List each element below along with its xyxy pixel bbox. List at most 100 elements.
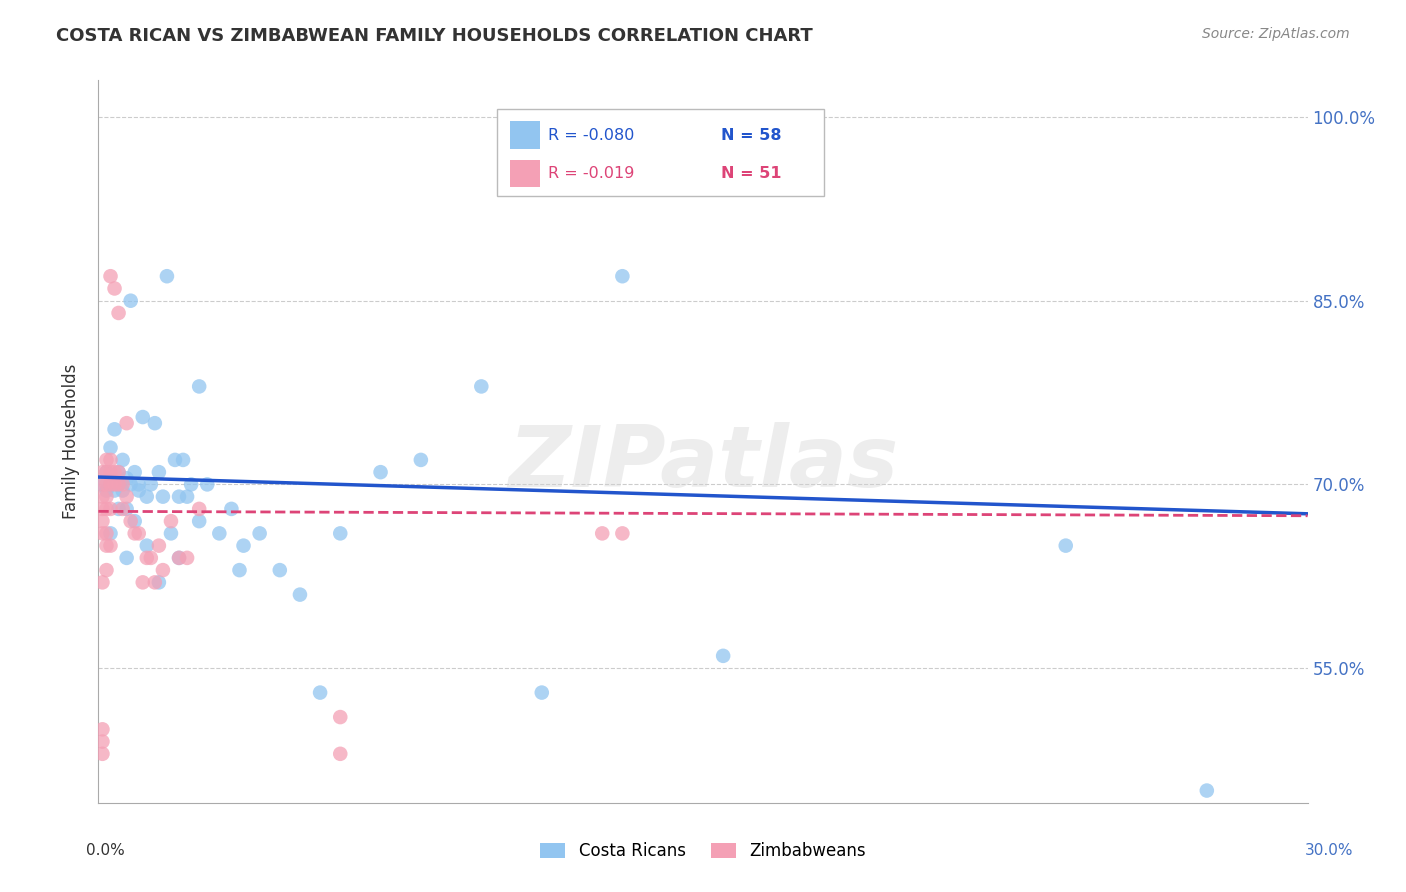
Point [329, 526, 352, 541]
Point [96, 453, 118, 467]
Point [107, 465, 129, 479]
Point [91, 514, 114, 528]
Point [103, 465, 125, 479]
Point [115, 550, 138, 565]
Point [135, 490, 157, 504]
Point [135, 550, 157, 565]
Point [1054, 539, 1077, 553]
Point [124, 514, 146, 528]
Point [103, 483, 125, 498]
Point [100, 477, 122, 491]
Text: 30.0%: 30.0% [1305, 843, 1353, 858]
Point [120, 293, 142, 308]
Legend: Costa Ricans, Zimbabweans: Costa Ricans, Zimbabweans [534, 836, 872, 867]
Text: R = -0.019: R = -0.019 [548, 166, 634, 181]
Point [100, 502, 122, 516]
Point [100, 465, 122, 479]
Point [100, 539, 122, 553]
Point [269, 563, 291, 577]
Text: ZIPatlas: ZIPatlas [508, 422, 898, 505]
Point [107, 477, 129, 491]
Point [148, 539, 170, 553]
Point [180, 477, 202, 491]
Point [176, 550, 198, 565]
Point [91, 723, 114, 737]
Point [132, 575, 155, 590]
Point [128, 526, 150, 541]
Text: N = 58: N = 58 [721, 128, 782, 143]
Text: Source: ZipAtlas.com: Source: ZipAtlas.com [1202, 27, 1350, 41]
Point [711, 648, 734, 663]
Point [370, 465, 392, 479]
Point [208, 526, 231, 541]
Point [143, 416, 166, 430]
Point [160, 514, 183, 528]
Point [91, 502, 114, 516]
Point [96, 490, 118, 504]
Point [107, 306, 129, 320]
Point [167, 550, 190, 565]
Point [103, 422, 125, 436]
Point [91, 526, 114, 541]
Point [167, 490, 190, 504]
Point [91, 490, 114, 504]
Point [128, 477, 150, 491]
Point [176, 490, 198, 504]
Point [148, 575, 170, 590]
Point [188, 514, 211, 528]
Point [111, 453, 134, 467]
Point [96, 465, 118, 479]
Point [152, 490, 174, 504]
Point [221, 502, 243, 516]
FancyBboxPatch shape [509, 160, 540, 187]
Point [530, 685, 553, 699]
Point [91, 575, 114, 590]
Point [100, 477, 122, 491]
Point [107, 465, 129, 479]
Point [124, 465, 146, 479]
Point [100, 453, 122, 467]
Point [288, 588, 311, 602]
Point [329, 747, 352, 761]
Point [135, 539, 157, 553]
Point [188, 502, 211, 516]
Point [156, 269, 179, 284]
FancyBboxPatch shape [498, 109, 824, 196]
Point [228, 563, 250, 577]
Point [163, 453, 186, 467]
Point [111, 477, 134, 491]
Point [612, 269, 634, 284]
Point [96, 502, 118, 516]
Point [100, 269, 122, 284]
Point [96, 526, 118, 541]
Point [96, 539, 118, 553]
Point [124, 526, 146, 541]
Point [96, 477, 118, 491]
Point [115, 416, 138, 430]
Point [103, 281, 125, 295]
Point [591, 526, 613, 541]
Point [612, 526, 634, 541]
Y-axis label: Family Households: Family Households [62, 364, 80, 519]
Point [115, 471, 138, 485]
Point [172, 453, 194, 467]
Point [91, 747, 114, 761]
Point [111, 502, 134, 516]
Point [96, 563, 118, 577]
Point [91, 734, 114, 748]
Point [152, 563, 174, 577]
Point [96, 483, 118, 498]
Point [128, 483, 150, 498]
Point [309, 685, 332, 699]
Point [329, 710, 352, 724]
Point [107, 502, 129, 516]
Point [160, 526, 183, 541]
Point [120, 477, 142, 491]
Point [249, 526, 271, 541]
Point [232, 539, 254, 553]
Point [148, 465, 170, 479]
Point [91, 477, 114, 491]
Point [107, 477, 129, 491]
Point [195, 477, 218, 491]
Text: COSTA RICAN VS ZIMBABWEAN FAMILY HOUSEHOLDS CORRELATION CHART: COSTA RICAN VS ZIMBABWEAN FAMILY HOUSEHO… [56, 27, 813, 45]
